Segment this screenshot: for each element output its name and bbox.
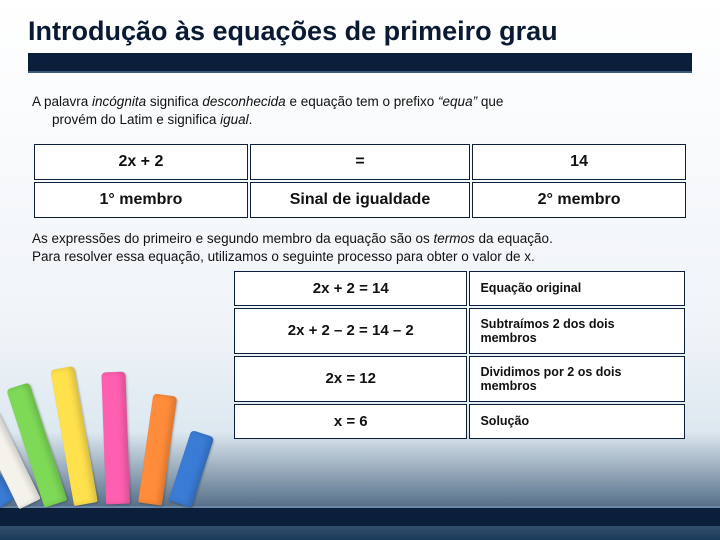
text: .	[249, 112, 253, 127]
cell-second-member-expr: 14	[472, 144, 686, 180]
table-row: 2x + 2 = 14	[34, 144, 686, 180]
text: Para resolver essa equação, utilizamos o…	[32, 249, 535, 264]
table-row: 2x = 12 Dividimos por 2 os dois membros	[234, 356, 685, 402]
table-row: 2x + 2 = 14 Equação original	[234, 271, 685, 306]
step-equation: 2x + 2 = 14	[234, 271, 467, 306]
cell-first-member-expr: 2x + 2	[34, 144, 248, 180]
term-termos: termos	[433, 231, 474, 246]
text: As expressões do primeiro e segundo memb…	[32, 231, 433, 246]
cell-equals-sign: =	[250, 144, 470, 180]
term-equa: “equa”	[438, 94, 477, 109]
page-title: Introdução às equações de primeiro grau	[28, 16, 692, 47]
term-desconhecida: desconhecida	[202, 94, 285, 109]
solve-steps-table: 2x + 2 = 14 Equação original 2x + 2 – 2 …	[232, 269, 687, 441]
step-equation: 2x = 12	[234, 356, 467, 402]
term-igual: igual	[220, 112, 249, 127]
text: da equação.	[475, 231, 553, 246]
term-incognita: incógnita	[92, 94, 146, 109]
intro-paragraph: A palavra incógnita significa desconheci…	[32, 93, 688, 138]
table-row: 2x + 2 – 2 = 14 – 2 Subtraímos 2 dos doi…	[234, 308, 685, 354]
chalk-illustration	[0, 354, 234, 504]
title-separator	[28, 53, 692, 71]
cell-second-member-label: 2° membro	[472, 182, 686, 218]
chalk-stick	[101, 372, 130, 505]
step-equation: x = 6	[234, 404, 467, 439]
text: A palavra	[32, 94, 92, 109]
equation-members-table: 2x + 2 = 14 1° membro Sinal de igualdade…	[32, 142, 688, 220]
step-explanation: Subtraímos 2 dos dois membros	[469, 308, 685, 354]
bottom-separator	[0, 508, 720, 526]
text: provém do Latim e significa	[52, 112, 220, 127]
table-row: x = 6 Solução	[234, 404, 685, 439]
chalk-stick	[169, 430, 215, 508]
step-explanation: Dividimos por 2 os dois membros	[469, 356, 685, 402]
step-explanation: Equação original	[469, 271, 685, 306]
cell-first-member-label: 1° membro	[34, 182, 248, 218]
cell-equality-sign-label: Sinal de igualdade	[250, 182, 470, 218]
text: significa	[146, 94, 202, 109]
text: que	[477, 94, 503, 109]
step-equation: 2x + 2 – 2 = 14 – 2	[234, 308, 467, 354]
step-explanation: Solução	[469, 404, 685, 439]
explanation-paragraph: As expressões do primeiro e segundo memb…	[32, 230, 688, 266]
text: e equação tem o prefixo	[286, 94, 438, 109]
table-row: 1° membro Sinal de igualdade 2° membro	[34, 182, 686, 218]
